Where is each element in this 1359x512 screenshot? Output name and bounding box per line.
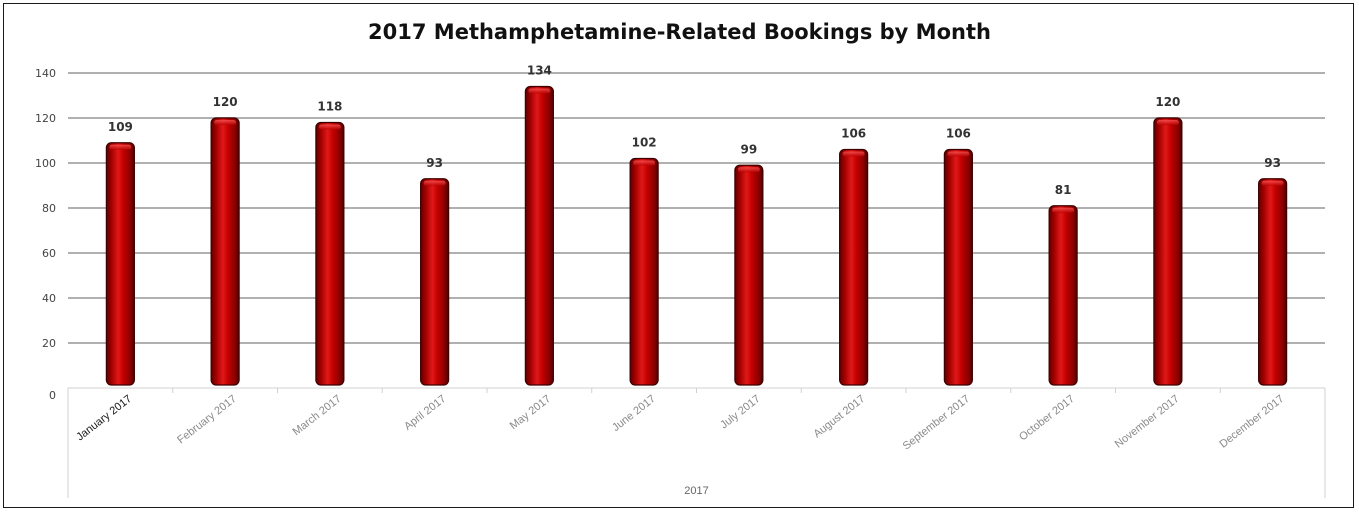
x-category-label: March 2017 [291, 393, 344, 438]
data-label: 120 [213, 95, 238, 109]
bar [943, 148, 973, 386]
x-category-label: January 2017 [74, 393, 134, 444]
bar-highlight [1052, 207, 1075, 213]
data-label: 109 [108, 120, 133, 134]
x-category-label: December 2017 [1217, 393, 1286, 451]
x-category-label: June 2017 [610, 393, 658, 434]
bar-highlight [633, 160, 656, 166]
y-axis: 0 20 40 60 80 100 120 140 [35, 67, 56, 402]
x-group-label: 2017 [684, 485, 708, 497]
x-category-label: September 2017 [901, 393, 972, 453]
data-label: 99 [741, 142, 758, 156]
bar-highlight [423, 180, 446, 186]
y-tick-label: 80 [42, 202, 56, 215]
data-label: 120 [1155, 95, 1180, 109]
bar [524, 85, 554, 386]
x-category-label: October 2017 [1017, 393, 1077, 443]
bar [420, 178, 450, 386]
gridlines [68, 72, 1325, 344]
data-label: 118 [317, 100, 342, 114]
y-tick-label: 60 [42, 247, 56, 260]
data-label: 106 [841, 127, 866, 141]
x-category-label: April 2017 [402, 393, 448, 433]
y-tick-label: 100 [35, 157, 56, 170]
data-label: 93 [426, 156, 443, 170]
bar [1153, 117, 1183, 386]
y-tick-label: 140 [35, 67, 56, 80]
bar-highlight [1261, 180, 1284, 186]
chart-title: 2017 Methamphetamine-Related Bookings by… [368, 20, 991, 44]
bar [210, 117, 240, 386]
y-tick-label: 40 [42, 292, 56, 305]
x-category-label: February 2017 [175, 393, 239, 447]
data-label: 93 [1264, 156, 1281, 170]
bar [839, 148, 869, 386]
y-tick-label: 20 [42, 337, 56, 350]
bar [734, 164, 764, 386]
data-label: 106 [946, 127, 971, 141]
y-tick-label: 0 [49, 389, 56, 402]
bar-highlight [842, 151, 865, 157]
data-labels: 109 120 118 93 134 102 99 106 106 81 120 93 [108, 64, 1281, 197]
y-tick-label: 120 [35, 112, 56, 125]
bar-highlight [109, 144, 132, 150]
data-label: 102 [632, 136, 657, 150]
data-label: 134 [527, 64, 552, 78]
bar [105, 142, 135, 386]
data-label: 81 [1055, 183, 1072, 197]
bar-highlight [737, 167, 760, 173]
x-category-label: July 2017 [718, 393, 762, 431]
bar-highlight [214, 120, 237, 125]
bar-highlight [1156, 120, 1179, 125]
x-category-label: November 2017 [1113, 393, 1182, 451]
bar-highlight [318, 124, 341, 130]
bars [105, 85, 1288, 386]
bar [315, 121, 345, 386]
x-axis: January 2017 February 2017 March 2017 April… [67, 387, 1326, 498]
x-category-label: August 2017 [811, 393, 867, 440]
bar [1048, 205, 1078, 386]
bar-highlight [947, 151, 970, 157]
bar [629, 157, 659, 386]
bar [1258, 178, 1288, 386]
bar-highlight [528, 88, 551, 94]
x-category-label: May 2017 [508, 393, 553, 432]
